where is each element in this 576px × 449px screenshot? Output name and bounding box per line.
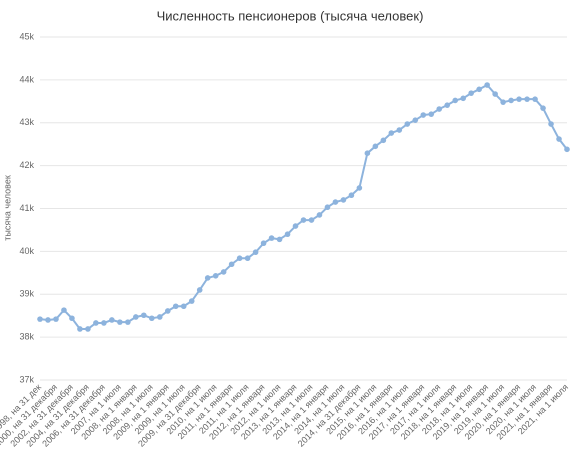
point bbox=[69, 315, 75, 322]
point bbox=[508, 97, 514, 104]
point bbox=[548, 121, 554, 127]
y-tick-label: 42k bbox=[19, 160, 34, 170]
y-tick-label: 40k bbox=[19, 246, 34, 256]
y-tick-label: 37k bbox=[19, 374, 34, 384]
point bbox=[188, 298, 195, 304]
point bbox=[117, 319, 123, 325]
y-tick-label: 41k bbox=[19, 203, 34, 213]
point bbox=[476, 86, 482, 93]
point bbox=[380, 137, 387, 144]
point bbox=[396, 127, 403, 133]
point bbox=[212, 273, 219, 279]
point bbox=[404, 121, 411, 127]
point bbox=[564, 146, 570, 153]
point bbox=[556, 136, 562, 142]
point bbox=[364, 150, 371, 156]
point bbox=[532, 96, 538, 102]
point bbox=[292, 223, 299, 229]
point bbox=[444, 102, 451, 108]
point bbox=[156, 314, 163, 320]
point bbox=[204, 275, 211, 281]
point bbox=[37, 316, 43, 322]
chart-title: Численность пенсионеров (тысяча человек) bbox=[157, 8, 424, 23]
point bbox=[148, 315, 155, 322]
point bbox=[428, 111, 435, 117]
point bbox=[372, 143, 379, 150]
point bbox=[468, 90, 474, 96]
point bbox=[348, 192, 355, 199]
point bbox=[93, 320, 99, 326]
point bbox=[316, 212, 323, 218]
point bbox=[101, 320, 107, 326]
point bbox=[133, 314, 139, 320]
y-tick-label: 38k bbox=[19, 332, 34, 342]
line bbox=[39, 83, 568, 330]
point bbox=[340, 197, 347, 203]
point bbox=[109, 317, 115, 323]
point bbox=[452, 97, 459, 104]
point bbox=[85, 326, 91, 332]
point bbox=[284, 231, 291, 238]
point bbox=[420, 112, 427, 118]
point bbox=[164, 308, 171, 314]
point bbox=[61, 307, 67, 313]
y-axis-label: тысяча человек bbox=[2, 175, 12, 241]
point bbox=[436, 106, 443, 112]
point bbox=[524, 96, 530, 102]
point bbox=[180, 303, 187, 310]
point bbox=[236, 255, 243, 262]
point bbox=[220, 269, 227, 275]
point bbox=[484, 82, 490, 88]
point bbox=[276, 236, 283, 243]
point bbox=[172, 303, 179, 310]
point bbox=[324, 204, 331, 211]
point bbox=[332, 199, 339, 205]
y-tick-label: 43k bbox=[19, 117, 34, 127]
point bbox=[516, 96, 522, 102]
point bbox=[228, 261, 235, 268]
point bbox=[125, 319, 131, 325]
point bbox=[196, 287, 203, 293]
point bbox=[388, 130, 395, 136]
point bbox=[260, 240, 267, 247]
point bbox=[308, 217, 315, 223]
point bbox=[53, 316, 59, 322]
point bbox=[412, 117, 419, 123]
point bbox=[300, 217, 307, 223]
point bbox=[77, 326, 83, 332]
point bbox=[141, 312, 147, 319]
point bbox=[492, 91, 498, 97]
point bbox=[540, 105, 546, 111]
point bbox=[356, 185, 363, 191]
y-tick-label: 44k bbox=[19, 74, 34, 84]
point bbox=[244, 255, 251, 262]
point bbox=[460, 95, 466, 102]
y-tick-label: 39k bbox=[19, 289, 34, 299]
point bbox=[45, 317, 51, 323]
point bbox=[500, 99, 506, 105]
point bbox=[252, 249, 259, 256]
point bbox=[268, 235, 275, 241]
y-tick-label: 45k bbox=[19, 31, 34, 41]
